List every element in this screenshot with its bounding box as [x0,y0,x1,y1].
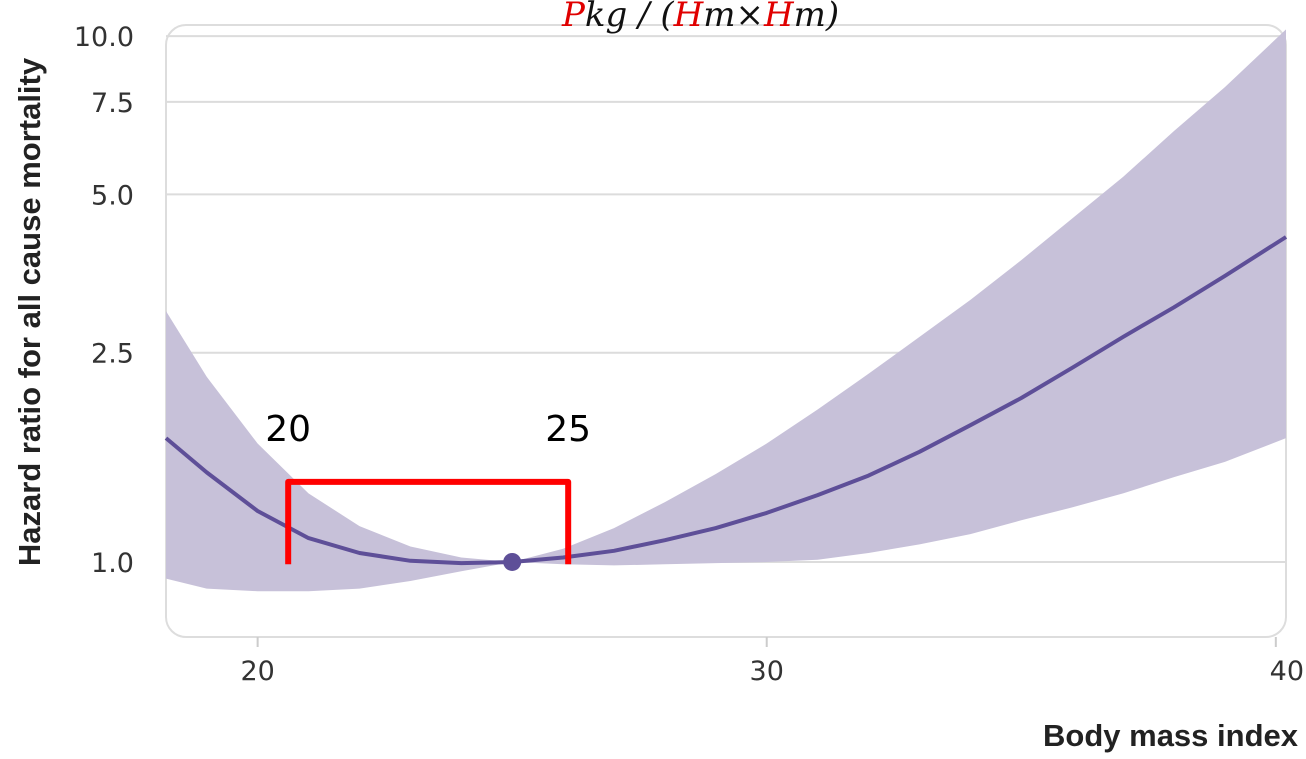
formula-segment: H [763,0,795,35]
formula-segment: kg / ( [585,0,674,35]
confidence-interval-band [166,29,1286,592]
x-tick-label: 40 [1270,656,1304,687]
formula-segment: H [673,0,705,35]
annotation-label: 25 [545,409,591,450]
x-tick-label: 20 [240,656,274,687]
x-tick-label: 30 [750,656,784,687]
confidence-band [166,29,1286,592]
x-axis-tick-labels: 20 30 40 [240,656,1304,687]
bmi-formula: Pkg / (Hm×Hm) [561,0,839,35]
reference-point [503,552,522,571]
x-axis-title: Body mass index [1043,718,1299,753]
y-axis-tick-labels: 1.0 2.5 5.0 7.5 10.0 [74,22,134,579]
red-bracket [285,478,572,565]
bmi-range-bracket [285,478,572,565]
y-tick-label: 10.0 [74,22,134,53]
y-tick-label: 1.0 [91,548,134,579]
formula-segment: m) [794,0,840,35]
y-tick-label: 5.0 [91,180,134,211]
y-tick-label: 7.5 [91,88,134,119]
x-axis-ticks [256,637,1277,647]
hazard-ratio-line [164,235,1288,566]
formula-segment: P [561,0,586,35]
y-tick-label: 2.5 [91,339,134,370]
formula-segment: m× [703,0,764,35]
annotation-label: 20 [265,409,311,450]
series-lines [164,235,1288,571]
annotations: 20 25 [265,409,591,450]
y-axis-title: Hazard ratio for all cause mortality [12,57,47,566]
